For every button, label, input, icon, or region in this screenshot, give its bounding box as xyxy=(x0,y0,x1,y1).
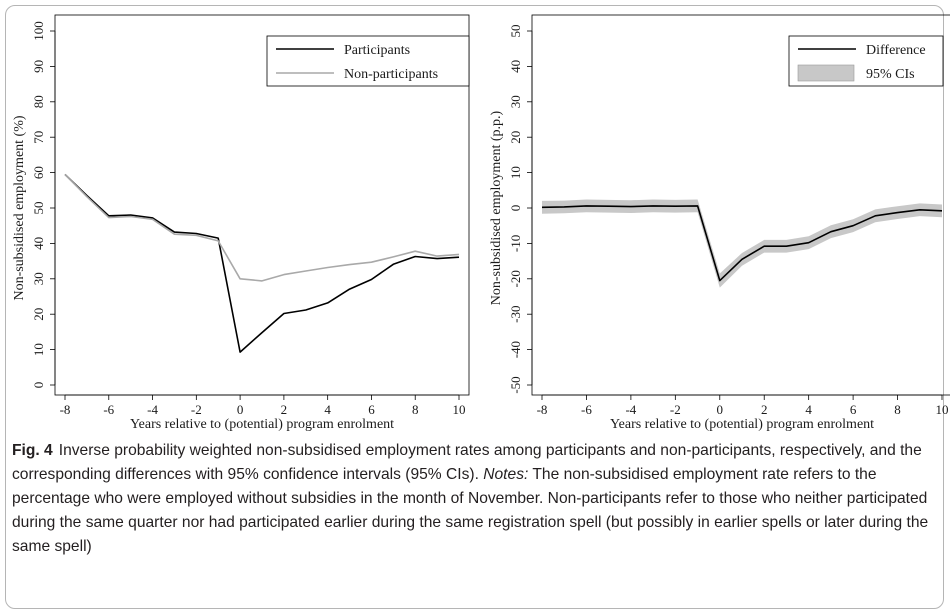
caption-text: Inverse probability weighted non-subsidi… xyxy=(12,442,922,483)
series-line-difference xyxy=(541,205,943,282)
chart-panel-2: -50-40-30-20-1001020304050Non-subsidised… xyxy=(489,14,950,432)
y-tick-label: 0 xyxy=(508,205,523,212)
y-tick-label: 40 xyxy=(508,60,523,73)
x-tick-label: 6 xyxy=(368,402,375,417)
y-tick-label: -30 xyxy=(508,306,523,323)
figure-frame xyxy=(5,5,944,609)
x-tick-label: 4 xyxy=(324,402,331,417)
y-tick-label: -40 xyxy=(508,341,523,358)
x-tick-label: -2 xyxy=(191,402,202,417)
legend: Difference 95% CIs xyxy=(788,35,944,87)
y-tick-label: 20 xyxy=(508,131,523,144)
series-line-non-participants xyxy=(64,173,460,282)
x-tick-label: 2 xyxy=(281,402,288,417)
y-tick-label: 10 xyxy=(508,166,523,179)
y-tick-label: 0 xyxy=(31,382,46,389)
x-tick-label: 8 xyxy=(894,402,901,417)
x-tick-label: -6 xyxy=(103,402,114,417)
x-tick-label: 0 xyxy=(237,402,244,417)
y-tick-label: 100 xyxy=(31,21,46,41)
y-tick-label: 90 xyxy=(31,60,46,73)
legend-swatch xyxy=(797,64,855,82)
legend-label: Non-participants xyxy=(344,67,438,82)
x-tick-label: -4 xyxy=(625,402,636,417)
x-tick-label: 2 xyxy=(761,402,768,417)
x-tick-label: -8 xyxy=(537,402,548,417)
notes-label: Notes: xyxy=(483,466,529,483)
y-tick-label: 50 xyxy=(31,202,46,215)
y-tick-label: -10 xyxy=(508,235,523,252)
y-tick-label: 30 xyxy=(31,272,46,285)
x-tick-label: -4 xyxy=(147,402,158,417)
y-tick-label: -20 xyxy=(508,270,523,287)
x-tick-label: 8 xyxy=(412,402,419,417)
x-tick-label: -8 xyxy=(60,402,71,417)
y-tick-label: 50 xyxy=(508,25,523,38)
y-tick-label: 30 xyxy=(508,95,523,108)
notes-text: The non-subsidised employment rate refer… xyxy=(12,466,929,555)
x-tick-label: 10 xyxy=(936,402,949,417)
figure-caption: Fig. 4 Inverse probability weighted non-s… xyxy=(12,439,937,559)
legend-label: Difference xyxy=(866,43,926,58)
legend-box xyxy=(266,35,470,87)
y-tick-label: 40 xyxy=(31,237,46,250)
y-axis-label: Non-subsidised employment (p.p.) xyxy=(489,110,504,305)
y-tick-label: 10 xyxy=(31,343,46,356)
x-tick-label: 10 xyxy=(453,402,466,417)
y-axis-label: Non-subsidised employment (%) xyxy=(12,115,27,300)
legend-label: 95% CIs xyxy=(866,67,915,82)
y-tick-label: -50 xyxy=(508,376,523,393)
y-tick-label: 60 xyxy=(31,166,46,179)
x-tick-label: 4 xyxy=(805,402,812,417)
legend-label: Participants xyxy=(344,43,410,58)
legend: Participants Non-participants xyxy=(266,35,470,87)
x-axis-label: Years relative to (potential) program en… xyxy=(130,417,394,432)
series-line-participants xyxy=(64,173,460,353)
x-tick-label: -6 xyxy=(581,402,592,417)
y-tick-label: 80 xyxy=(31,95,46,108)
y-tick-label: 20 xyxy=(31,308,46,321)
x-tick-label: -2 xyxy=(670,402,681,417)
y-tick-label: 70 xyxy=(31,131,46,144)
figure-label: Fig. 4 xyxy=(12,442,53,459)
x-tick-label: 0 xyxy=(717,402,724,417)
confidence-band xyxy=(542,199,942,288)
x-tick-label: 6 xyxy=(850,402,857,417)
x-axis-label: Years relative to (potential) program en… xyxy=(610,417,874,432)
